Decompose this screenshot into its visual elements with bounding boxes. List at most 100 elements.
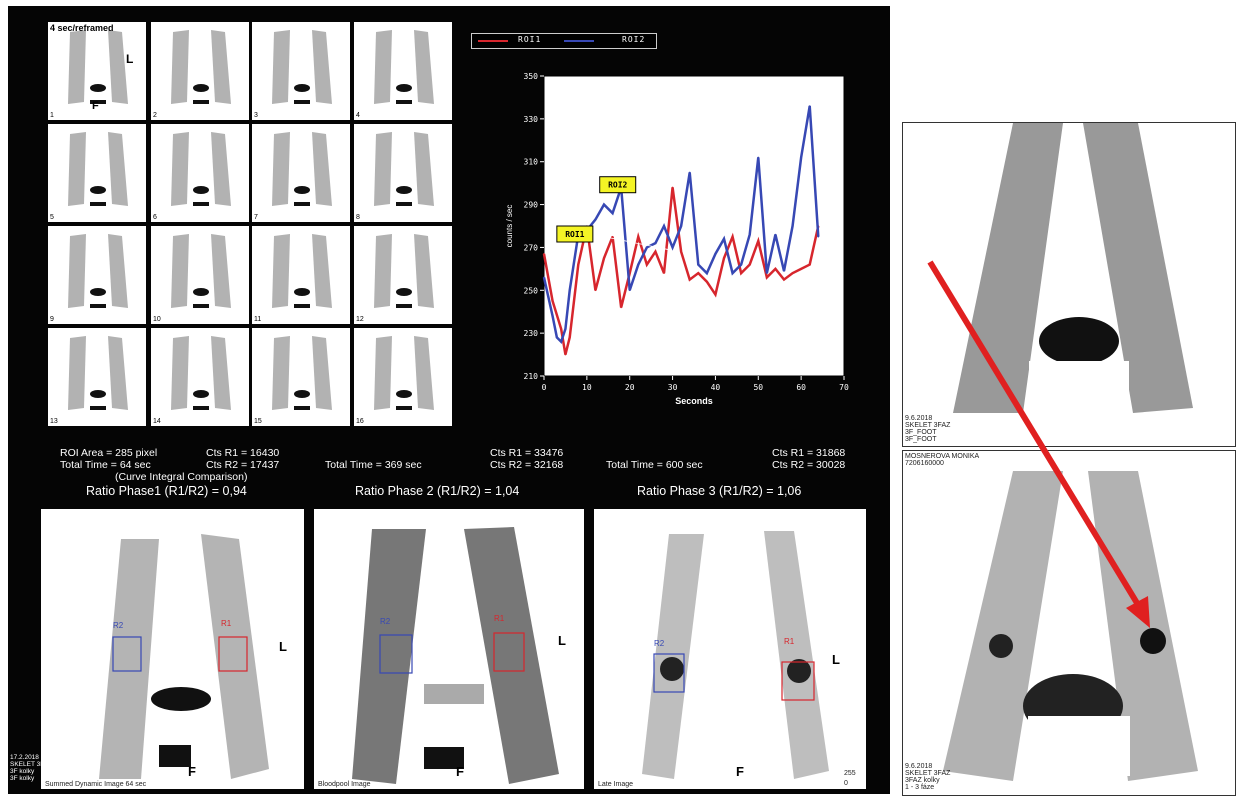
thumbnail-frame[interactable]: 9 [48, 226, 146, 324]
scan3-r1-label: R1 [784, 637, 795, 646]
data-point [808, 263, 811, 266]
scan2-F-marker: F [456, 764, 464, 779]
thumbnail-frame[interactable]: 10 [151, 226, 249, 324]
phase1-note: (Curve Integral Comparison) [115, 471, 248, 483]
scan2-caption: Bloodpool Image [318, 781, 371, 788]
data-point [594, 289, 597, 292]
scan1-caption: Summed Dynamic Image 64 sec [45, 781, 147, 788]
footer-line2: SKELET 3FAZ [10, 761, 53, 768]
phase1-cts-r1: Cts R1 = 16430 [206, 447, 280, 459]
data-point [560, 328, 562, 330]
phase2-cts-r1: Cts R1 = 33476 [490, 447, 564, 459]
annotation-label: ROI1 [565, 230, 584, 239]
data-point [564, 353, 567, 356]
thumbnail-frame[interactable]: 6 [151, 124, 249, 222]
thumbnail-frame[interactable]: 4 [354, 22, 452, 120]
thumbnail-frame[interactable]: 7 [252, 124, 350, 222]
y-tick-label: 290 [524, 201, 539, 210]
right-top-image [953, 123, 1193, 421]
right-top-line1: 9.6.2018 [905, 415, 933, 422]
data-point [783, 270, 785, 272]
scan2-r1-label: R1 [494, 614, 505, 623]
data-point [671, 246, 674, 249]
data-point [646, 246, 648, 249]
data-point [594, 218, 597, 221]
data-point [791, 272, 794, 274]
thumbnail-frame[interactable]: 14 [151, 328, 249, 426]
y-tick-label: 330 [524, 115, 539, 124]
right-top-line3: 3F_FOOT [905, 429, 937, 436]
data-point [556, 336, 558, 339]
data-point [774, 233, 777, 236]
thumbnail-frame[interactable]: 1 4 sec/reframed L F [48, 22, 146, 120]
thumbnail-frame[interactable]: 15 [252, 328, 350, 426]
footer-line3: 3F kolky [10, 768, 35, 775]
scan1-L-marker: L [279, 639, 287, 654]
phase2-cts-r2: Cts R2 = 32168 [490, 459, 564, 471]
data-point [654, 242, 657, 244]
thumbnail-frame[interactable]: 12 [354, 226, 452, 324]
data-point [740, 272, 742, 274]
data-point [560, 340, 562, 343]
data-point [714, 293, 717, 296]
thumbnail-frame[interactable]: 13 [48, 328, 146, 426]
thumbnail-frame-number: 5 [50, 214, 54, 221]
data-point [808, 105, 811, 107]
data-point [783, 278, 785, 281]
x-tick-label: 60 [796, 383, 806, 392]
footer-info: 17.2.2018 SKELET 3FAZ 3F kolky 3F kolky [10, 754, 52, 782]
y-tick-label: 250 [524, 286, 539, 295]
thumbnail-frame-number: 16 [356, 418, 364, 425]
thumbnail-frame[interactable]: 16 [354, 328, 452, 426]
y-axis-label: counts / sec [505, 205, 514, 248]
data-point [714, 253, 717, 255]
data-point [543, 253, 545, 255]
scan2-r2-label: R2 [380, 617, 391, 626]
thumbnail-frame[interactable]: 2 [151, 22, 249, 120]
data-point [688, 278, 691, 281]
phase1-cts-r2: Cts R2 = 17437 [206, 459, 280, 471]
y-tick-label: 230 [524, 329, 539, 338]
x-tick-label: 0 [542, 383, 547, 392]
data-point [680, 250, 682, 253]
data-point [564, 328, 567, 330]
thumbnail-frame-number: 2 [153, 112, 157, 119]
x-axis-label: Seconds [675, 396, 713, 406]
data-point [611, 235, 614, 238]
data-point [637, 235, 640, 238]
phase2-ratio: Ratio Phase 2 (R1/R2) = 1,04 [355, 484, 520, 498]
right-bottom-image [943, 471, 1198, 781]
data-point [791, 225, 794, 227]
chart-legend: ROI1 ROI2 [471, 33, 657, 49]
scan3-counter-b: 0 [844, 780, 848, 787]
thumbnail-frame[interactable]: 3 [252, 22, 350, 120]
legend-roi2-swatch [564, 40, 594, 42]
right-bottom-header: MOSNEROVA MONIKA 7206160000 [905, 453, 979, 467]
data-point [817, 235, 820, 238]
thumbnail-frame[interactable]: 11 [252, 226, 350, 324]
thumbnail-frame-number: 9 [50, 316, 54, 323]
thumbnail-frame-number: 3 [254, 112, 258, 119]
thumbnail-frame-number: 7 [254, 214, 258, 221]
thumbnail-frame[interactable]: 5 [48, 124, 146, 222]
phase3-cts-r1: Cts R1 = 31868 [772, 447, 846, 459]
phase1-total-time: Total Time = 64 sec [60, 459, 151, 471]
footer-line1: 17.2.2018 [10, 754, 39, 761]
right-bottom-line3: 3FAZ kolky [905, 777, 940, 784]
data-point [568, 289, 571, 292]
thumbnail-frame-number: 10 [153, 316, 161, 323]
thumbnail-frame-number: 12 [356, 316, 364, 323]
thumbnail-frame[interactable]: 8 [354, 124, 452, 222]
x-tick-label: 30 [668, 383, 678, 392]
thumbnail-frame-number: 13 [50, 418, 58, 425]
data-point [706, 272, 708, 274]
data-point [671, 186, 674, 189]
thumbnail-frame-number: 1 [50, 112, 54, 119]
phase3-total-time: Total Time = 600 sec [606, 459, 703, 471]
data-point [800, 156, 802, 159]
data-point [663, 272, 665, 274]
annotation-leader [633, 184, 669, 208]
y-tick-label: 270 [524, 243, 539, 252]
right-bottom-id: 7206160000 [905, 460, 944, 467]
data-point [551, 315, 554, 317]
